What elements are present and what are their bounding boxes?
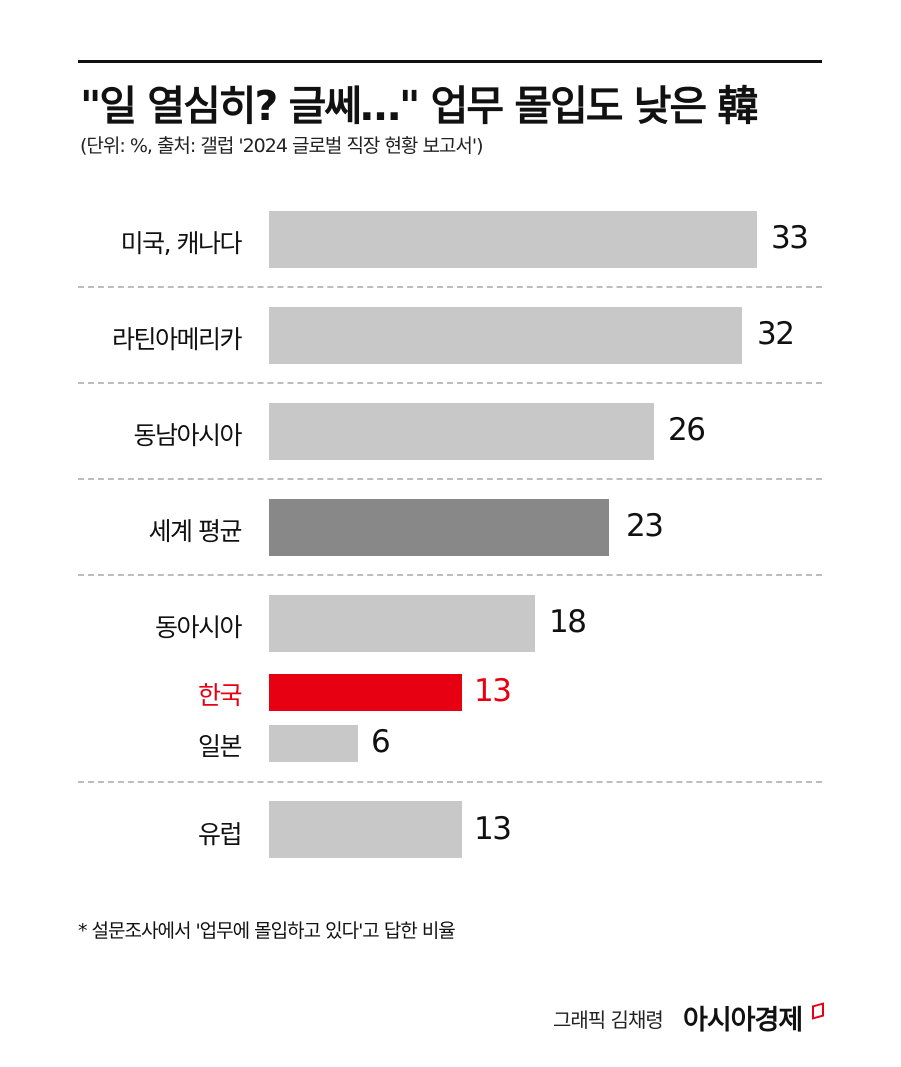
row-label-east-asia: 동아시아: [154, 613, 243, 642]
divider: [78, 382, 822, 384]
bar-japan: [269, 725, 358, 762]
bar-europe: [269, 801, 462, 858]
value-world-average: 23: [626, 508, 664, 544]
divider: [78, 574, 822, 576]
bar-latin-america: [269, 307, 742, 364]
value-japan: 6: [371, 724, 391, 760]
divider: [78, 781, 822, 783]
row-label-japan: 일본: [197, 732, 243, 761]
value-korea: 13: [474, 673, 512, 709]
top-rule: [78, 60, 822, 63]
value-latin-america: 32: [757, 316, 795, 352]
bar-east-asia: [269, 595, 535, 652]
brand-mark-icon: [812, 1002, 824, 1020]
row-label-southeast-asia: 동남아시아: [133, 421, 242, 450]
value-east-asia: 18: [549, 604, 587, 640]
graphic-credit: 그래픽 김채령: [553, 1008, 664, 1032]
row-label-us-canada: 미국, 캐나다: [120, 229, 243, 258]
row-label-latin-america: 라틴아메리카: [111, 325, 243, 354]
value-us-canada: 33: [771, 220, 809, 256]
row-label-korea: 한국: [197, 681, 243, 710]
chart-subtitle: (단위: %, 출처: 갤럽 '2024 글로벌 직장 현황 보고서'): [80, 135, 484, 157]
bar-southeast-asia: [269, 403, 654, 460]
bar-us-canada: [269, 211, 757, 268]
chart-title: "일 열심히? 글쎄…" 업무 몰입도 낮은 韓: [80, 82, 759, 130]
row-label-europe: 유럽: [197, 820, 243, 849]
footnote: * 설문조사에서 '업무에 몰입하고 있다'고 답한 비율: [78, 920, 456, 942]
divider: [78, 478, 822, 480]
bar-world-average: [269, 499, 609, 556]
value-europe: 13: [474, 811, 512, 847]
bar-korea: [269, 674, 462, 711]
brand-logo-text: 아시아경제: [683, 1005, 803, 1036]
divider: [78, 286, 822, 288]
value-southeast-asia: 26: [668, 412, 706, 448]
row-label-world-average: 세계 평균: [148, 517, 243, 546]
